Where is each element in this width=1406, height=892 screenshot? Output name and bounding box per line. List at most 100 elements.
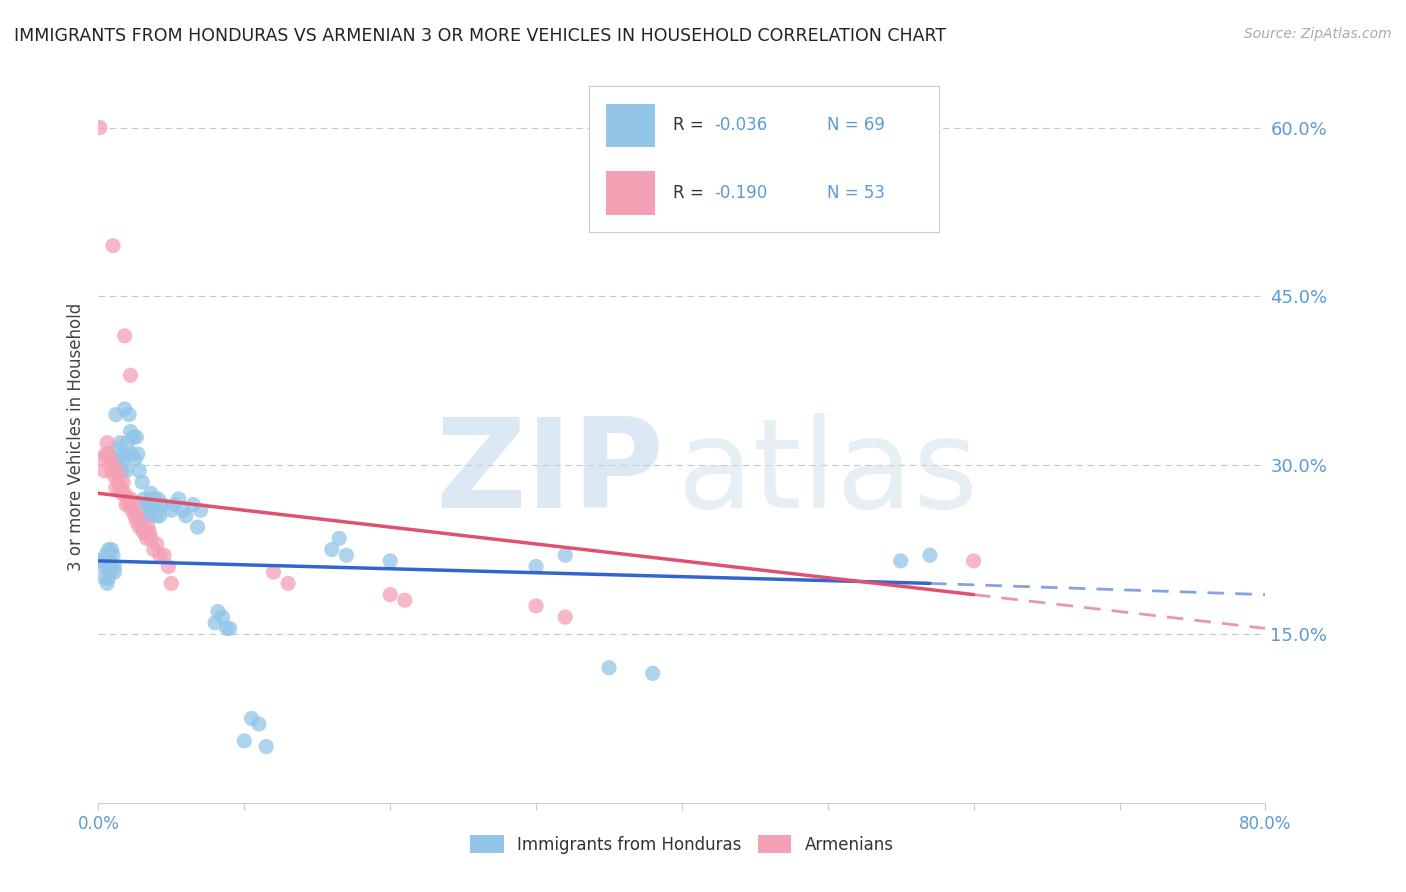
Text: Source: ZipAtlas.com: Source: ZipAtlas.com (1244, 27, 1392, 41)
Point (122, 498, 145, 512)
Point (150, 498, 173, 512)
Point (90, 554, 112, 568)
Point (124, 452, 146, 467)
Point (118, 408, 141, 422)
Point (136, 498, 159, 512)
Point (97, 542, 120, 557)
Point (98, 565, 121, 579)
Point (233, 734, 256, 748)
Point (207, 605, 229, 619)
Point (110, 435, 132, 450)
Point (135, 498, 157, 512)
Point (139, 532, 162, 546)
Point (121, 447, 143, 461)
Point (132, 491, 155, 506)
Point (554, 610, 576, 624)
Point (890, 554, 912, 568)
Point (139, 486, 162, 500)
Point (181, 498, 204, 512)
Point (120, 425, 142, 439)
Text: ZIP: ZIP (436, 413, 665, 534)
Point (204, 615, 226, 630)
Point (117, 435, 139, 450)
Point (89, 120, 111, 135)
Point (101, 239, 124, 253)
Point (112, 452, 135, 467)
Point (125, 430, 148, 444)
Point (103, 469, 125, 483)
Point (247, 717, 270, 731)
Point (141, 491, 163, 506)
Point (91, 452, 114, 467)
Point (105, 464, 128, 478)
Point (127, 447, 149, 461)
Point (98, 452, 121, 467)
Point (524, 599, 547, 613)
Point (100, 464, 122, 478)
Point (134, 525, 156, 540)
Point (240, 711, 263, 725)
Point (554, 548, 576, 562)
Text: atlas: atlas (676, 413, 979, 534)
Point (138, 508, 160, 523)
Point (104, 481, 127, 495)
Point (146, 537, 169, 551)
Point (97, 571, 120, 585)
Point (335, 548, 357, 562)
Point (121, 503, 143, 517)
Point (101, 548, 124, 562)
Point (918, 548, 941, 562)
Point (142, 542, 165, 557)
Point (108, 475, 131, 489)
Point (105, 442, 128, 456)
Text: IMMIGRANTS FROM HONDURAS VS ARMENIAN 3 OR MORE VEHICLES IN HOUSEHOLD CORRELATION: IMMIGRANTS FROM HONDURAS VS ARMENIAN 3 O… (14, 27, 946, 45)
Point (96, 435, 118, 450)
Point (174, 508, 197, 523)
Point (134, 508, 156, 523)
Point (394, 593, 416, 607)
Point (131, 475, 153, 489)
Point (124, 508, 146, 523)
Point (136, 520, 159, 534)
Point (94, 447, 117, 461)
Point (93, 464, 115, 478)
Point (142, 491, 165, 506)
Point (143, 498, 166, 512)
Point (125, 515, 148, 529)
Point (254, 739, 277, 754)
Point (128, 464, 150, 478)
Point (120, 491, 142, 506)
Point (380, 554, 402, 568)
Point (115, 498, 138, 512)
Point (172, 503, 194, 517)
Point (160, 503, 183, 517)
Point (118, 498, 141, 512)
Point (114, 328, 136, 343)
Point (135, 532, 157, 546)
Point (598, 661, 620, 675)
Point (98, 554, 121, 568)
Point (160, 576, 183, 591)
Point (380, 588, 402, 602)
Point (96, 559, 118, 574)
Point (117, 491, 139, 506)
Point (328, 532, 350, 546)
Point (93, 559, 115, 574)
Point (524, 559, 547, 574)
Point (149, 508, 172, 523)
Point (114, 401, 136, 416)
Point (138, 525, 160, 540)
Point (120, 368, 142, 383)
Point (262, 565, 284, 579)
Point (100, 542, 122, 557)
Point (148, 491, 170, 506)
Point (962, 554, 984, 568)
Y-axis label: 3 or more Vehicles in Household: 3 or more Vehicles in Household (66, 303, 84, 571)
Point (111, 486, 134, 500)
Point (641, 666, 664, 681)
Point (321, 542, 343, 557)
Point (152, 498, 174, 512)
Point (114, 486, 136, 500)
Point (128, 520, 150, 534)
Point (163, 498, 186, 512)
